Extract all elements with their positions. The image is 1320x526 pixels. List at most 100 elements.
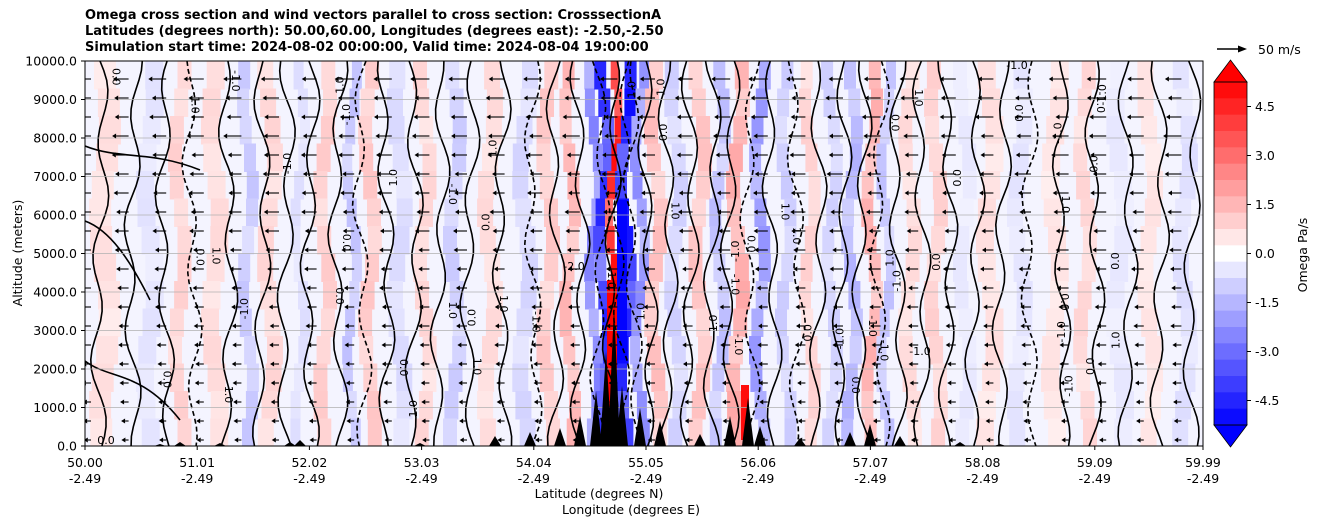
contour-label: 1.0	[1109, 331, 1122, 349]
omega-cell	[616, 143, 629, 172]
omega-cell	[808, 171, 821, 200]
omega-cell	[567, 171, 580, 200]
omega-contour-line	[739, 61, 761, 446]
omega-cell	[672, 391, 687, 420]
omega-cell	[422, 171, 437, 200]
wind-vector-head	[189, 171, 194, 177]
wind-vector-head	[306, 361, 311, 367]
wind-vector-head	[720, 361, 725, 367]
wind-vector-head	[1014, 171, 1019, 177]
wind-vector-head	[421, 418, 426, 424]
wind-vector-head	[420, 380, 425, 386]
omega-cell	[953, 253, 967, 282]
omega-cell	[516, 116, 533, 145]
wind-vector-head	[642, 285, 647, 291]
omega-cell	[754, 198, 767, 227]
wind-vector-head	[984, 342, 988, 348]
wind-vector-head	[376, 171, 381, 177]
omega-cell	[639, 61, 650, 90]
wind-vector-head	[531, 342, 536, 348]
wind-vector-head	[985, 399, 990, 405]
contour-label: 0.0	[161, 371, 174, 389]
omega-cell	[1145, 336, 1162, 365]
wind-vector-head	[529, 133, 534, 139]
wind-vector-head	[456, 266, 461, 272]
omega-cell	[389, 61, 406, 90]
wind-vector-head	[158, 399, 163, 405]
wind-vector-head	[379, 285, 384, 291]
omega-cell	[392, 336, 409, 365]
wind-vector-head	[867, 171, 872, 177]
omega-cell	[142, 116, 161, 145]
wind-vector-head	[85, 418, 88, 424]
omega-cell	[929, 336, 944, 365]
wind-vector-head	[1052, 95, 1057, 101]
wind-vector-head	[1015, 152, 1020, 158]
omega-cell	[257, 418, 274, 446]
omega-cell	[1140, 226, 1157, 255]
wind-vector-head	[375, 133, 380, 139]
wind-vector-head	[568, 266, 572, 272]
wind-vector-head	[119, 380, 124, 386]
wind-vector-head	[1056, 285, 1061, 291]
omega-cell	[667, 308, 682, 337]
contour-label: -1.0	[1094, 92, 1107, 113]
omega-cell	[449, 88, 464, 117]
wind-vector-head	[684, 418, 689, 424]
wind-vector-head	[113, 190, 118, 196]
wind-vector-head	[117, 285, 122, 291]
contour-label: -1.0	[281, 153, 294, 174]
colorbar-bin	[1214, 229, 1247, 246]
wind-vector-head	[864, 95, 869, 101]
omega-cell	[544, 253, 559, 282]
wind-vector-head	[344, 323, 349, 329]
wind-vector-head	[1061, 437, 1066, 443]
wind-vector-head	[641, 133, 645, 139]
omega-cell	[1137, 281, 1154, 310]
wind-vector-head	[343, 285, 348, 291]
omega-cell	[1106, 308, 1125, 337]
omega-cell	[1080, 198, 1095, 227]
contour-labels: 0.01.0-1.00.01.0-1.00.01.0-1.00.01.0-1.0…	[97, 61, 1122, 446]
omega-cell	[1013, 61, 1030, 90]
omega-cell	[841, 226, 854, 255]
omega-cell	[342, 363, 353, 392]
y-tick-label: 5000.0	[33, 246, 77, 261]
omega-cell	[880, 391, 891, 420]
wind-vector-head	[383, 380, 388, 386]
omega-cell	[136, 171, 154, 200]
omega-cell	[826, 391, 839, 420]
omega-cell	[735, 281, 750, 310]
omega-cell	[1110, 61, 1129, 90]
wind-vector-head	[496, 418, 501, 424]
contour-label: 1.0	[779, 203, 792, 221]
omega-cell	[1141, 116, 1158, 145]
wind-vector-head	[985, 380, 990, 386]
omega-cell	[536, 116, 551, 145]
wind-vector-head	[832, 342, 837, 348]
omega-cell	[977, 253, 996, 282]
omega-cell	[977, 61, 996, 90]
wind-vector-head	[908, 342, 913, 348]
wind-vector-head	[825, 95, 830, 101]
wind-vector-head	[873, 437, 878, 443]
omega-cell	[238, 61, 251, 90]
omega-cell	[639, 253, 650, 282]
wind-vector-head	[861, 114, 866, 120]
omega-cell	[610, 253, 619, 282]
wind-vector-head	[677, 76, 682, 82]
wind-vector-head	[564, 76, 569, 82]
omega-cell	[1172, 253, 1189, 282]
x-axis: 50.00-2.4951.01-2.4952.02-2.4953.03-2.49…	[67, 446, 1221, 486]
wind-vector-head	[760, 418, 765, 424]
wind-vector-head	[78, 267, 82, 272]
wind-vector-head	[496, 380, 501, 386]
wind-vector-head	[418, 266, 423, 272]
wind-vector-head	[753, 152, 758, 158]
omega-cell	[300, 116, 310, 145]
contour-label: 0.0	[1109, 252, 1122, 270]
x-tick-label-latitude: 59.09	[1077, 455, 1113, 470]
wind-vector-head	[832, 247, 837, 253]
omega-cell	[477, 391, 494, 420]
omega-cell	[1042, 336, 1061, 365]
